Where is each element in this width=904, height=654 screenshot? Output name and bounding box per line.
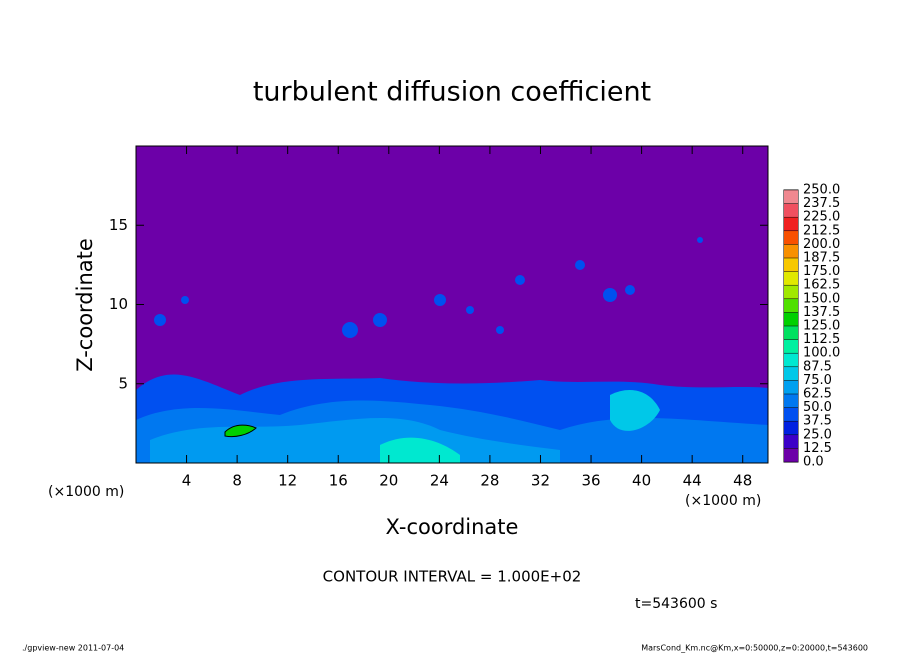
colorbar-label: 37.5 bbox=[803, 414, 832, 429]
colorbar-label: 200.0 bbox=[803, 237, 840, 252]
colorbar-bin bbox=[784, 339, 798, 354]
x-tick-label: 24 bbox=[430, 472, 449, 490]
time-label: t=543600 s bbox=[635, 596, 717, 612]
x-unit: (×1000 m) bbox=[685, 493, 761, 509]
colorbar-label: 212.5 bbox=[803, 223, 840, 238]
colorbar-bin bbox=[784, 190, 798, 204]
colorbar-label: 162.5 bbox=[803, 278, 840, 293]
colorbar-bin bbox=[784, 312, 798, 326]
colorbar-bin bbox=[784, 380, 798, 394]
colorbar-label: 187.5 bbox=[803, 251, 840, 266]
colorbar-bin bbox=[784, 258, 798, 272]
colorbar-label: 137.5 bbox=[803, 305, 840, 320]
contour-interval: CONTOUR INTERVAL = 1.000E+02 bbox=[323, 568, 582, 586]
colorbar-label: 62.5 bbox=[803, 387, 832, 402]
y-tick-label: 5 bbox=[118, 374, 128, 392]
colorbar-bin bbox=[784, 366, 798, 381]
colorbar-bin bbox=[784, 353, 798, 367]
x-unit: (×1000 m) bbox=[48, 484, 124, 500]
colorbar-label: 112.5 bbox=[803, 332, 840, 347]
colorbar-bin bbox=[784, 407, 798, 422]
colorbar-label: 12.5 bbox=[803, 441, 832, 456]
y-tick-label: 10 bbox=[109, 295, 128, 313]
colorbar-bin bbox=[784, 421, 798, 435]
x-tick-label: 32 bbox=[531, 472, 550, 490]
colorbar-label: 150.0 bbox=[803, 291, 840, 306]
x-tick-label: 12 bbox=[278, 472, 297, 490]
colorbar-bin bbox=[784, 326, 798, 340]
colorbar-bin bbox=[784, 448, 798, 462]
x-axis-label: X-coordinate bbox=[386, 515, 519, 539]
x-tick-label: 4 bbox=[182, 472, 192, 490]
colorbar-bin bbox=[784, 298, 798, 313]
x-tick-label: 20 bbox=[379, 472, 398, 490]
x-tick-label: 16 bbox=[329, 472, 348, 490]
colorbar-bin bbox=[784, 217, 798, 231]
x-tick-label: 40 bbox=[632, 472, 651, 490]
x-tick-label: 8 bbox=[232, 472, 242, 490]
colorbar-bin bbox=[784, 434, 798, 449]
colorbar-label: 250.0 bbox=[803, 183, 840, 198]
chart-title: turbulent diffusion coefficient bbox=[253, 77, 651, 108]
x-tick-label: 44 bbox=[683, 472, 702, 490]
colorbar-label: 100.0 bbox=[803, 346, 840, 361]
field bbox=[136, 237, 768, 463]
colorbar-bin bbox=[784, 230, 798, 245]
x-tick-label: 28 bbox=[480, 472, 499, 490]
colorbar-label: 25.0 bbox=[803, 427, 832, 442]
y-axis-label: Z-coordinate bbox=[73, 238, 97, 372]
colorbar-label: 125.0 bbox=[803, 319, 840, 334]
colorbar-label: 87.5 bbox=[803, 359, 832, 374]
y-tick-label: 15 bbox=[109, 216, 128, 234]
colorbar-label: 75.0 bbox=[803, 373, 832, 388]
footer-right: MarsCond_Km.nc@Km,x=0:50000,z=0:20000,t=… bbox=[641, 644, 868, 653]
colorbar-label: 237.5 bbox=[803, 196, 840, 211]
colorbar-bin bbox=[784, 394, 798, 408]
colorbar-bin bbox=[784, 244, 798, 258]
colorbar-label: 175.0 bbox=[803, 264, 840, 279]
colorbar-bin bbox=[784, 271, 798, 286]
colorbar-bin bbox=[784, 203, 798, 218]
colorbar-label: 0.0 bbox=[803, 455, 824, 470]
colorbar-label: 50.0 bbox=[803, 400, 832, 415]
footer-left: ./gpview-new 2011-07-04 bbox=[22, 644, 124, 653]
colorbar-bin bbox=[784, 285, 798, 299]
x-tick-label: 36 bbox=[581, 472, 600, 490]
x-tick-label: 48 bbox=[733, 472, 752, 490]
colorbar-label: 225.0 bbox=[803, 210, 840, 225]
